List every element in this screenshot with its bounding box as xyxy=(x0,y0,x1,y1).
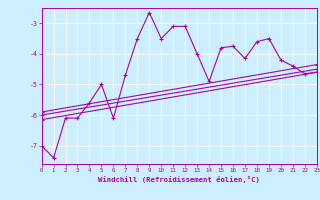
X-axis label: Windchill (Refroidissement éolien,°C): Windchill (Refroidissement éolien,°C) xyxy=(98,176,260,183)
